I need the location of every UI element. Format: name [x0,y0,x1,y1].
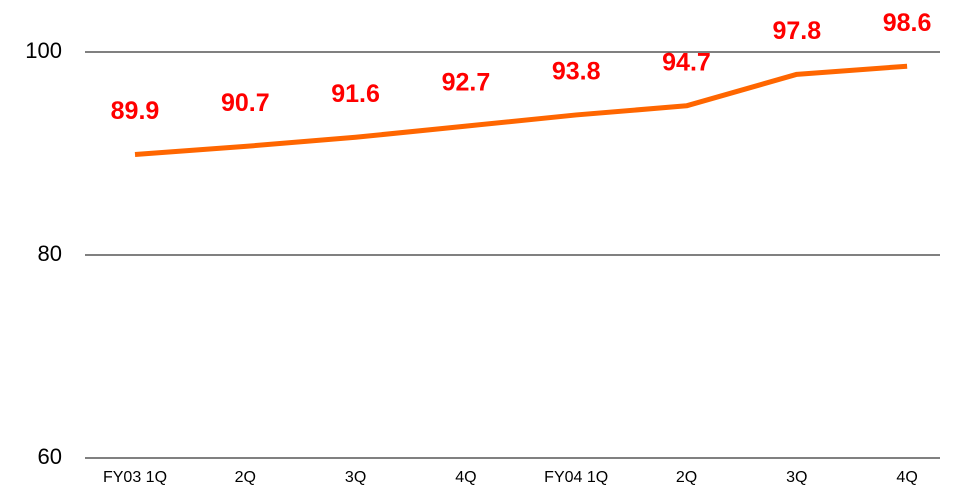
y-tick-label: 100 [25,38,62,63]
x-tick-label: 2Q [235,469,256,486]
x-tick-label: 2Q [676,469,697,486]
data-label: 89.9 [111,97,160,125]
x-tick-label: 4Q [896,469,917,486]
data-label: 94.7 [662,48,711,76]
x-tick-label: 3Q [345,469,366,486]
data-label: 98.6 [883,9,932,37]
data-label: 90.7 [221,89,270,117]
data-label: 93.8 [552,58,601,86]
data-line [134,63,908,158]
y-tick-label: 60 [38,444,62,469]
x-tick-label: FY03 1Q [103,469,167,486]
x-tick-label: FY04 1Q [544,469,608,486]
data-label: 92.7 [442,69,491,97]
x-tick-label: 4Q [455,469,476,486]
data-label: 91.6 [331,80,380,108]
y-tick-label: 80 [38,241,62,266]
x-tick-label: 3Q [786,469,807,486]
data-label: 97.8 [772,17,821,45]
